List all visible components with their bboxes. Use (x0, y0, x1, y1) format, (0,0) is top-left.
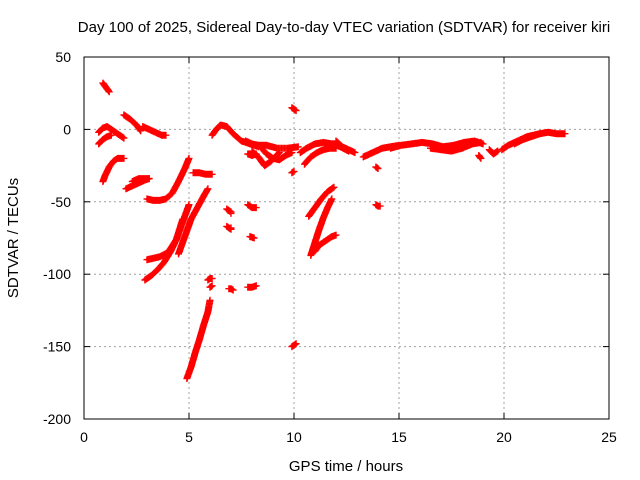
x-tick-label: 20 (496, 429, 512, 445)
data-point-markers (143, 154, 193, 204)
series-arc45 (511, 128, 569, 148)
series-arc23 (244, 201, 260, 212)
series-arc28 (288, 104, 300, 115)
series-arc18 (223, 205, 235, 217)
data-point-markers (223, 222, 235, 233)
data-point-markers (332, 137, 359, 157)
series-arc01 (99, 79, 113, 96)
y-tick-label: -150 (43, 339, 71, 355)
series-arc39 (372, 201, 384, 210)
data-point-markers (311, 231, 340, 255)
series-arc12 (175, 185, 212, 258)
series-arc08 (139, 123, 170, 139)
series-arc16 (206, 282, 216, 291)
data-point-markers (307, 195, 336, 259)
data-points (95, 79, 569, 382)
data-point-markers (288, 340, 300, 351)
data-point-markers (99, 79, 113, 96)
series-arc43 (485, 146, 502, 158)
y-tick-label: -50 (51, 194, 71, 210)
data-point-markers (256, 143, 296, 164)
series-arc35 (311, 231, 340, 255)
data-point-markers (246, 233, 258, 242)
series-arc07 (128, 175, 153, 185)
x-tick-label: 25 (601, 429, 617, 445)
data-point-markers (372, 163, 382, 172)
series-arc24 (246, 233, 258, 242)
x-axis-ticks: 0 5 10 15 20 25 (80, 57, 617, 445)
data-point-markers (475, 152, 485, 162)
x-tick-label: 10 (286, 429, 302, 445)
data-point-markers (175, 185, 212, 258)
data-point-markers (244, 201, 260, 212)
series-arc02 (95, 123, 128, 142)
series-arc13 (183, 296, 214, 382)
plot-frame (83, 56, 610, 420)
data-point-markers (244, 282, 260, 291)
grid-lines (84, 57, 609, 419)
series-arc41 (427, 138, 485, 155)
data-point-markers (128, 175, 153, 185)
y-tick-label: 0 (63, 121, 71, 137)
data-point-markers (305, 183, 338, 220)
x-axis-label: GPS time / hours (289, 458, 403, 475)
chart-title: Day 100 of 2025, Sidereal Day-to-day VTE… (78, 19, 610, 36)
data-point-markers (427, 138, 485, 155)
series-arc27 (256, 143, 296, 164)
series-arc03 (95, 131, 115, 148)
data-point-markers (288, 167, 298, 177)
x-tick-label: 0 (80, 429, 88, 445)
data-point-markers (485, 146, 502, 158)
data-point-markers (223, 205, 235, 217)
series-arc14 (189, 169, 216, 178)
series-arc33 (305, 183, 338, 220)
data-point-markers (301, 144, 340, 168)
data-point-markers (189, 169, 216, 178)
y-axis-ticks: -200 -150 -100 -50 0 50 (43, 49, 609, 427)
data-point-markers (242, 137, 302, 152)
series-arc30 (288, 340, 300, 351)
series-arc20 (225, 285, 237, 294)
series-arc09 (143, 154, 193, 204)
x-tick-label: 5 (185, 429, 193, 445)
data-point-markers (288, 104, 300, 115)
x-tick-label: 15 (391, 429, 407, 445)
series-arc36 (332, 137, 359, 157)
series-arc38 (372, 163, 382, 172)
data-point-markers (139, 123, 170, 139)
y-tick-label: 50 (55, 49, 71, 65)
data-point-markers (95, 131, 115, 148)
data-point-markers (183, 296, 214, 382)
data-point-markers (372, 201, 384, 210)
y-tick-label: -200 (43, 411, 71, 427)
data-point-markers (204, 275, 216, 284)
series-arc42 (475, 152, 485, 162)
data-point-markers (99, 154, 128, 185)
series-arc34 (307, 195, 336, 259)
data-point-markers (225, 285, 237, 294)
series-arc04 (99, 154, 128, 185)
data-point-markers (120, 111, 145, 135)
series-arc11 (141, 201, 193, 284)
data-point-markers (141, 201, 193, 284)
series-arc15 (204, 275, 216, 284)
y-axis-label: SDTVAR / TECUs (5, 178, 22, 298)
data-point-markers (511, 128, 569, 148)
series-arc21 (242, 137, 302, 152)
series-arc32 (301, 144, 340, 168)
data-point-markers (206, 282, 216, 291)
series-arc19 (223, 222, 235, 233)
y-tick-label: -100 (43, 266, 71, 282)
series-arc25 (244, 282, 260, 291)
data-point-markers (95, 123, 128, 142)
series-arc05 (120, 111, 145, 135)
series-arc29 (288, 167, 298, 177)
